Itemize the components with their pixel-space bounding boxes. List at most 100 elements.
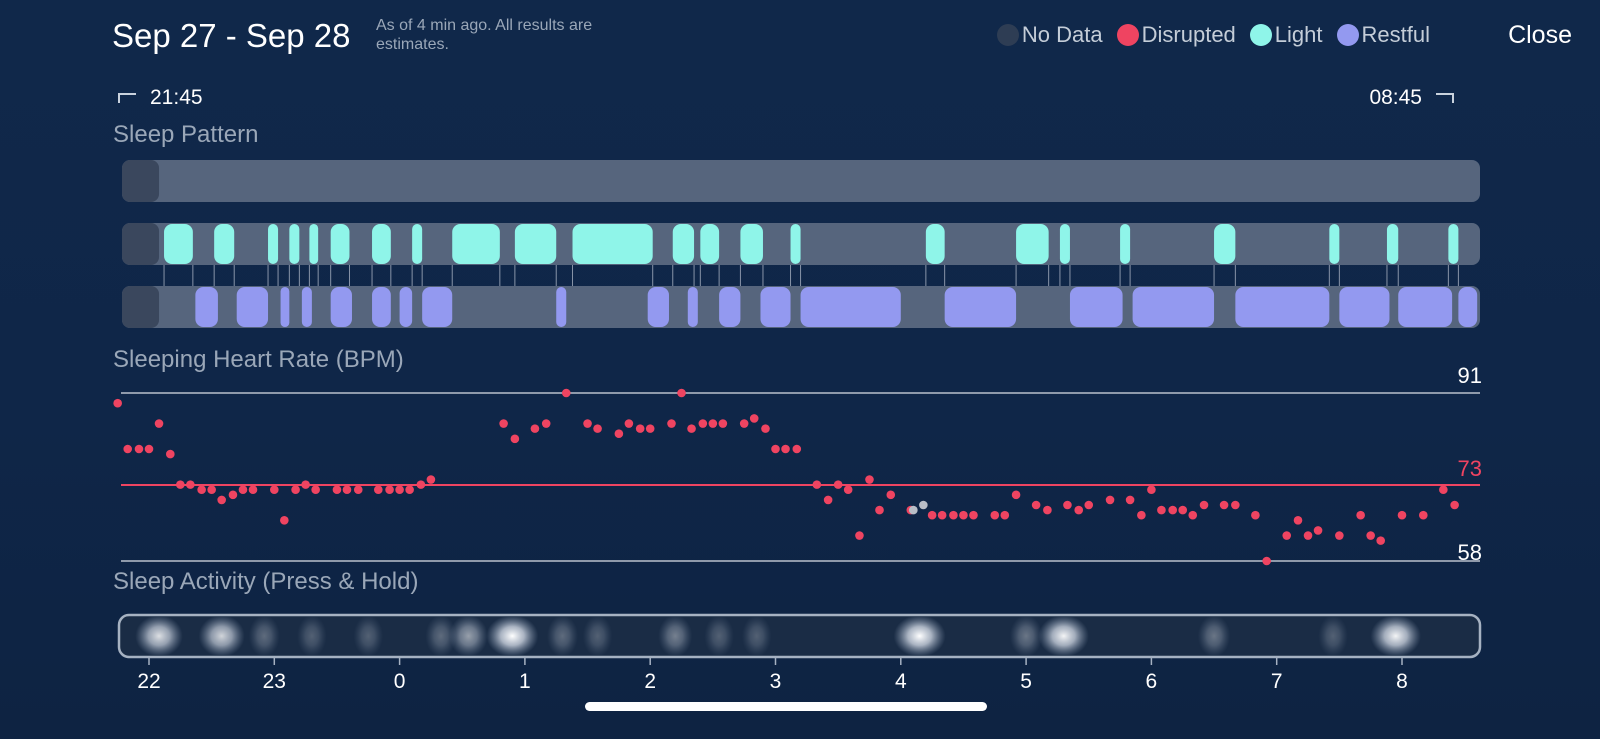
restful-segment: [800, 287, 901, 327]
hr-point: [739, 419, 749, 428]
pattern-connectors: [163, 265, 1459, 288]
hr-point: [280, 515, 289, 525]
heart-rate-title: Sleeping Heart Rate (BPM): [113, 346, 404, 373]
restful-segment: [280, 287, 290, 327]
hr-point: [499, 419, 508, 428]
hr-point: [677, 388, 686, 398]
activity-hotspot: [658, 617, 693, 655]
activity-hotspot: [1318, 617, 1348, 655]
hr-point: [761, 424, 770, 433]
activity-hotspot: [135, 617, 183, 655]
hr-point: [1356, 510, 1365, 520]
hr-point: [207, 485, 216, 495]
light-segment: [925, 224, 945, 264]
restful-segment: [301, 287, 312, 327]
disrupted-track: [122, 160, 1480, 202]
hr-point: [1000, 510, 1010, 520]
light-segment: [1016, 224, 1049, 264]
activity-hotspot: [741, 617, 772, 655]
hr-point: [949, 510, 958, 520]
hr-point: [1137, 510, 1146, 520]
hr-point: [1450, 500, 1459, 510]
pattern-segments: [164, 224, 1478, 327]
hr-point: [843, 485, 853, 495]
hr-point: [1043, 505, 1052, 515]
hr-point: [937, 510, 947, 520]
legend-label: No Data: [1021, 22, 1103, 47]
restful-segment: [399, 287, 413, 327]
light-segment: [289, 224, 300, 264]
hr-point: [1011, 490, 1021, 500]
light-segment: [412, 224, 423, 264]
hr-point: [771, 444, 780, 454]
hr-point: [1125, 495, 1135, 505]
close-button[interactable]: Close: [1508, 21, 1572, 49]
x-tick-label: 7: [1271, 670, 1283, 693]
hr-min-label: 58: [1458, 540, 1482, 565]
hr-point: [353, 485, 363, 495]
hr-point: [792, 444, 802, 454]
x-tick-label: 22: [137, 670, 160, 693]
hr-point: [1157, 505, 1166, 515]
legend-item-light: Light: [1249, 22, 1323, 48]
end-time: 08:45: [1369, 86, 1454, 110]
estimate-note: As of 4 min ago. All results are estimat…: [376, 17, 593, 53]
activity-hotspot: [704, 617, 734, 655]
hr-point: [1439, 485, 1448, 495]
x-tick-label: 5: [1020, 670, 1032, 693]
x-tick-label: 0: [394, 670, 406, 693]
restful-segment: [1398, 287, 1453, 327]
activity-hotspot: [486, 617, 539, 655]
hr-points: [113, 388, 1459, 566]
light-segment: [214, 224, 235, 264]
hr-point: [687, 424, 696, 433]
hr-point: [855, 531, 864, 540]
activity-hotspot: [198, 617, 245, 655]
hr-point: [1397, 510, 1407, 520]
hr-point: [332, 485, 342, 495]
light-segment: [790, 224, 801, 264]
hr-point: [342, 485, 352, 495]
hr-max-label: 91: [1458, 363, 1482, 388]
x-tick-label: 1: [519, 670, 531, 693]
legend-label: Disrupted: [1141, 22, 1236, 47]
hr-point: [166, 449, 175, 459]
restful-dot-icon: [1336, 24, 1359, 46]
light-segment: [572, 224, 653, 264]
restful-segment: [1132, 287, 1215, 327]
legend: No Data Disrupted Light Restful: [996, 22, 1430, 48]
end-time-label: 08:45: [1369, 86, 1422, 109]
restful-segment: [687, 287, 698, 327]
activity-hotspot: [1009, 617, 1043, 655]
start-time-label: 21:45: [150, 86, 203, 109]
legend-label: Light: [1274, 22, 1323, 47]
hr-point: [909, 505, 918, 515]
hr-point: [113, 398, 122, 408]
sleep-activity-title[interactable]: Sleep Activity (Press & Hold): [113, 568, 419, 595]
light-dot-icon: [1249, 24, 1272, 46]
activity-hotspot: [893, 617, 946, 655]
hr-avg-label: 73: [1458, 456, 1482, 481]
hr-point: [238, 485, 248, 495]
hr-point: [291, 485, 300, 495]
restful-segment: [1339, 287, 1390, 327]
light-segment: [1448, 224, 1459, 264]
activity-hotspot: [297, 617, 327, 655]
hr-point: [561, 388, 571, 398]
light-segment: [452, 224, 500, 264]
hr-point: [645, 424, 655, 433]
hr-point: [541, 419, 551, 428]
activity-hotspot: [1370, 617, 1421, 655]
hr-point: [1251, 510, 1260, 520]
legend-label: Restful: [1361, 22, 1430, 47]
light-segment: [1329, 224, 1340, 264]
restful-segment: [1458, 287, 1478, 327]
hr-point: [311, 485, 320, 495]
legend-item-disrupted: Disrupted: [1116, 22, 1236, 48]
restful-segment: [236, 287, 269, 327]
restful-segment: [1069, 287, 1123, 327]
light-segment: [514, 224, 557, 264]
hr-point: [154, 419, 164, 428]
